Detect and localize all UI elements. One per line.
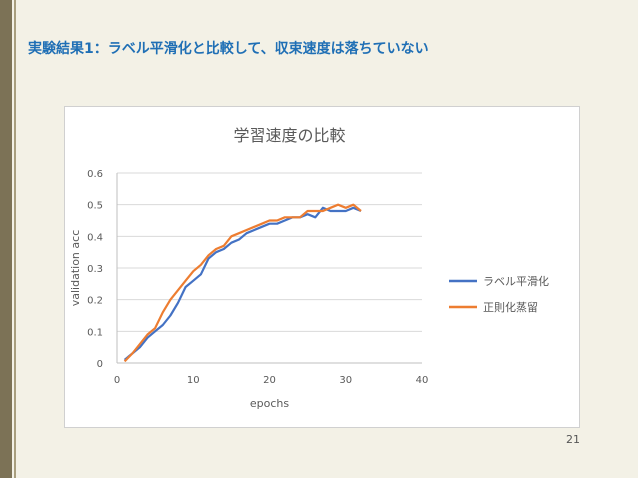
x-tick-label: 0 <box>114 375 120 386</box>
page-number: 21 <box>566 433 580 446</box>
chart-title: 学習速度の比較 <box>233 126 345 145</box>
y-tick-label: 0 <box>97 359 103 370</box>
slide-title: 実験結果1：ラベル平滑化と比較して、収束速度は落ちていない <box>28 41 429 57</box>
series-line-1 <box>123 206 362 361</box>
y-tick-label: 0.4 <box>87 232 103 243</box>
x-tick-label: 30 <box>339 375 352 386</box>
series-line-2 <box>123 203 362 363</box>
x-tick-label: 20 <box>263 375 276 386</box>
legend-label-1: ラベル平滑化 <box>483 274 549 288</box>
x-axis-label: epochs <box>250 397 289 410</box>
y-axis-label: validation acc <box>69 230 82 307</box>
y-tick-label: 0.2 <box>87 296 103 307</box>
y-tick-label: 0.3 <box>87 264 103 275</box>
legend-label-2: 正則化蒸留 <box>483 300 538 314</box>
y-tick-label: 0.5 <box>87 201 103 212</box>
line-chart: 学習速度の比較 0 0.1 0.2 0.3 0.4 0.5 0.6 0 10 20 30 40 epoch… <box>69 126 549 410</box>
decorative-left-bar <box>0 0 12 478</box>
x-tick-label: 10 <box>187 375 200 386</box>
x-tick-label: 40 <box>416 375 429 386</box>
decorative-left-line <box>14 0 16 478</box>
y-tick-label: 0.6 <box>87 169 103 180</box>
chart-container: 学習速度の比較 0 0.1 0.2 0.3 0.4 0.5 0.6 0 10 20 30 40 epoch… <box>64 106 580 428</box>
y-tick-label: 0.1 <box>87 327 103 338</box>
